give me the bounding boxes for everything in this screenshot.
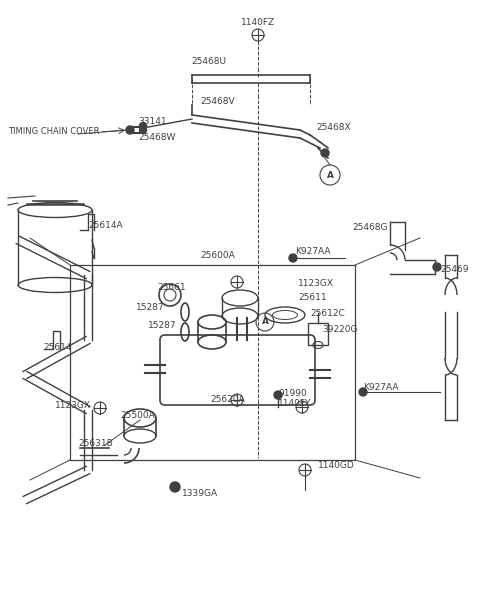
Text: TIMING CHAIN COVER: TIMING CHAIN COVER — [8, 127, 99, 137]
Text: 25500A: 25500A — [120, 410, 155, 419]
Text: 15287: 15287 — [148, 320, 177, 330]
Circle shape — [433, 263, 441, 271]
Circle shape — [274, 391, 282, 399]
Text: 25468V: 25468V — [201, 97, 235, 106]
Circle shape — [126, 126, 134, 134]
Text: 25620A: 25620A — [210, 396, 245, 404]
Circle shape — [170, 482, 180, 492]
Text: 39220G: 39220G — [322, 325, 358, 334]
Text: 1339GA: 1339GA — [182, 489, 218, 498]
Text: 25614A: 25614A — [88, 220, 122, 229]
Text: 1140FY: 1140FY — [278, 399, 312, 409]
Circle shape — [140, 126, 146, 134]
Text: 91990: 91990 — [278, 388, 307, 398]
Text: 25614: 25614 — [43, 344, 72, 353]
Text: 25631B: 25631B — [78, 438, 113, 447]
Text: 15287: 15287 — [136, 302, 165, 311]
Text: 25468W: 25468W — [138, 133, 175, 142]
Text: 25661: 25661 — [157, 282, 186, 291]
Text: 1140GD: 1140GD — [318, 461, 355, 470]
Text: 1123GX: 1123GX — [55, 401, 91, 410]
Bar — [70, 265, 355, 460]
Text: 25469: 25469 — [440, 265, 468, 274]
Text: A: A — [262, 317, 268, 327]
Bar — [308, 323, 328, 345]
Text: K927AA: K927AA — [295, 248, 331, 257]
Circle shape — [289, 254, 297, 262]
Text: A: A — [326, 171, 334, 180]
Text: 25468U: 25468U — [191, 58, 226, 67]
Circle shape — [140, 123, 146, 129]
Circle shape — [321, 149, 329, 157]
Text: 1140FZ: 1140FZ — [241, 18, 275, 27]
Text: K927AA: K927AA — [363, 384, 398, 393]
Text: 1123GX: 1123GX — [298, 279, 334, 288]
Text: 25600A: 25600A — [200, 251, 235, 260]
Text: 25611: 25611 — [298, 293, 326, 302]
Circle shape — [359, 388, 367, 396]
Text: 25468G: 25468G — [352, 223, 387, 232]
Text: 33141: 33141 — [138, 117, 167, 126]
Text: 25468X: 25468X — [316, 123, 350, 132]
Text: 25612C: 25612C — [310, 308, 345, 317]
